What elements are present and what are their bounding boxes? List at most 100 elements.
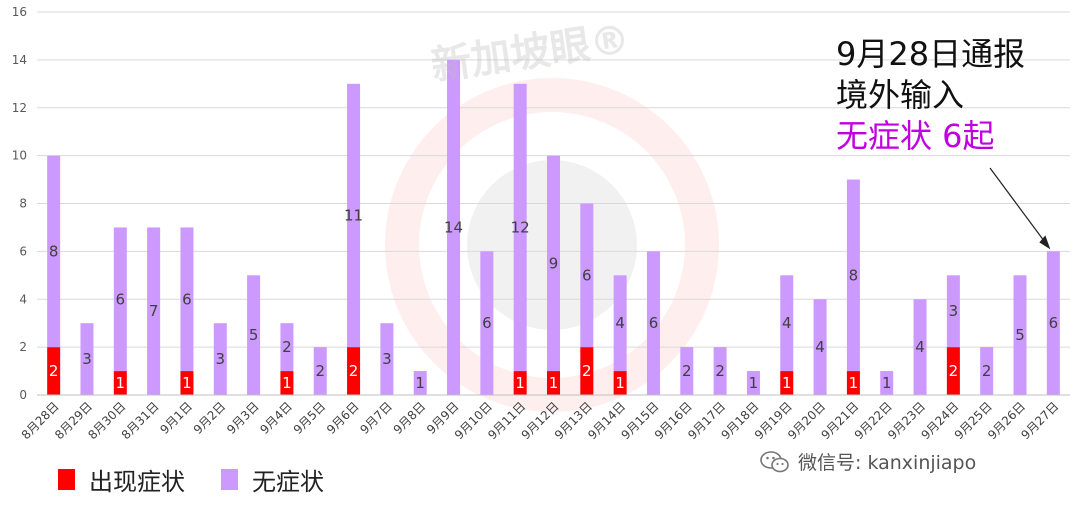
- bar-symptomatic: [347, 347, 361, 395]
- bar-asymptomatic: [713, 347, 727, 395]
- x-tick-label: 9月3日: [224, 399, 262, 437]
- data-label: 2: [982, 362, 992, 380]
- annotation-arrow-line: [989, 167, 1048, 246]
- legend: 出现症状 无症状: [58, 462, 360, 497]
- data-label: 6: [1049, 314, 1059, 332]
- x-tick-label: 9月7日: [357, 399, 395, 437]
- y-tick-label: 8: [19, 197, 27, 211]
- x-tick-label: 9月5日: [291, 399, 329, 437]
- bar-asymptomatic: [380, 323, 394, 395]
- bar-asymptomatic: [946, 275, 960, 348]
- x-tick-label: 9月1日: [157, 399, 195, 437]
- data-label: 4: [915, 338, 925, 356]
- bar-asymptomatic: [880, 371, 894, 395]
- legend-item-asymptomatic: 无症状: [221, 462, 324, 497]
- bar-symptomatic: [47, 347, 61, 395]
- legend-swatch-symptomatic: [58, 469, 75, 490]
- bar-asymptomatic: [147, 227, 161, 395]
- bar-asymptomatic: [180, 227, 194, 372]
- bar-symptomatic: [547, 371, 560, 395]
- data-label: 1: [882, 374, 892, 392]
- x-tick-label: 9月27日: [1018, 399, 1061, 442]
- data-label: 2: [315, 362, 325, 380]
- y-tick-label: 14: [12, 53, 27, 67]
- data-label: 2: [582, 362, 592, 380]
- data-label: 4: [615, 314, 625, 332]
- x-tick-label: 9月8日: [391, 399, 429, 437]
- data-label: 7: [149, 302, 159, 320]
- data-label: 6: [182, 290, 192, 308]
- data-label: 8: [49, 242, 59, 260]
- x-tick-label: 9月4日: [257, 399, 295, 437]
- y-tick-label: 2: [19, 340, 27, 354]
- data-label: 11: [344, 206, 363, 224]
- x-tick-label: 9月6日: [324, 399, 362, 437]
- data-label: 2: [49, 362, 59, 380]
- data-label: 2: [349, 362, 359, 380]
- data-label: 8: [849, 266, 859, 284]
- data-label: 2: [682, 362, 692, 380]
- data-label: 2: [282, 338, 292, 356]
- data-label: 4: [782, 314, 792, 332]
- y-tick-label: 10: [12, 149, 27, 163]
- bar-asymptomatic: [280, 323, 294, 372]
- data-label: 4: [815, 338, 825, 356]
- bar-asymptomatic: [646, 251, 660, 395]
- bar-asymptomatic: [247, 275, 261, 395]
- data-label: 9: [549, 254, 559, 272]
- annotation-line1: 9月28日通报: [836, 35, 1026, 73]
- data-label: 1: [282, 374, 292, 392]
- bar-symptomatic: [180, 371, 194, 395]
- legend-item-symptomatic: 出现症状: [58, 462, 185, 497]
- bar-asymptomatic: [580, 203, 594, 348]
- data-label: 6: [116, 290, 126, 308]
- data-label: 2: [949, 362, 959, 380]
- y-tick-label: 6: [19, 244, 27, 258]
- data-label: 3: [82, 350, 92, 368]
- bar-asymptomatic: [347, 83, 361, 348]
- data-label: 1: [782, 374, 792, 392]
- bar-asymptomatic: [47, 155, 61, 348]
- x-tick-label: 8月31日: [119, 399, 162, 442]
- bar-asymptomatic: [813, 299, 827, 395]
- data-label: 5: [249, 326, 259, 344]
- bar-asymptomatic: [213, 323, 227, 395]
- bar-asymptomatic: [80, 323, 94, 395]
- bar-asymptomatic: [480, 251, 494, 395]
- data-label: 1: [749, 374, 759, 392]
- bar-asymptomatic: [113, 227, 127, 372]
- bar-symptomatic: [613, 371, 627, 395]
- bar-symptomatic: [113, 371, 127, 395]
- data-label: 3: [216, 350, 226, 368]
- data-label: 1: [515, 374, 525, 392]
- annotation-arrow-head: [1039, 235, 1051, 250]
- bar-asymptomatic: [980, 347, 994, 395]
- data-label: 1: [116, 374, 126, 392]
- bar-symptomatic: [280, 371, 294, 395]
- bar-symptomatic: [846, 371, 860, 395]
- y-tick-label: 16: [12, 5, 27, 19]
- data-label: 5: [1015, 326, 1025, 344]
- data-label: 3: [949, 302, 959, 320]
- data-label: 12: [511, 218, 530, 236]
- legend-swatch-asymptomatic: [221, 469, 238, 490]
- data-label: 6: [482, 314, 492, 332]
- bar-asymptomatic: [746, 371, 760, 395]
- bar-asymptomatic: [547, 155, 560, 372]
- data-label: 1: [182, 374, 192, 392]
- legend-label-asymptomatic: 无症状: [252, 468, 324, 496]
- annotation-line2: 境外输入: [836, 76, 965, 114]
- data-label: 1: [615, 374, 625, 392]
- wechat-credit: 微信号: kanxinjiapo: [760, 448, 976, 475]
- y-tick-label: 0: [19, 388, 27, 402]
- bar-asymptomatic: [780, 275, 794, 372]
- bar-asymptomatic: [413, 371, 427, 395]
- bar-asymptomatic: [1046, 251, 1060, 395]
- bar-symptomatic: [580, 347, 594, 395]
- data-label: 2: [715, 362, 725, 380]
- bar-symptomatic: [946, 347, 960, 395]
- annotation: 9月28日通报 境外输入 无症状 6起: [836, 34, 1025, 157]
- y-tick-label: 12: [12, 101, 27, 115]
- data-label: 6: [582, 266, 592, 284]
- bar-asymptomatic: [313, 347, 327, 395]
